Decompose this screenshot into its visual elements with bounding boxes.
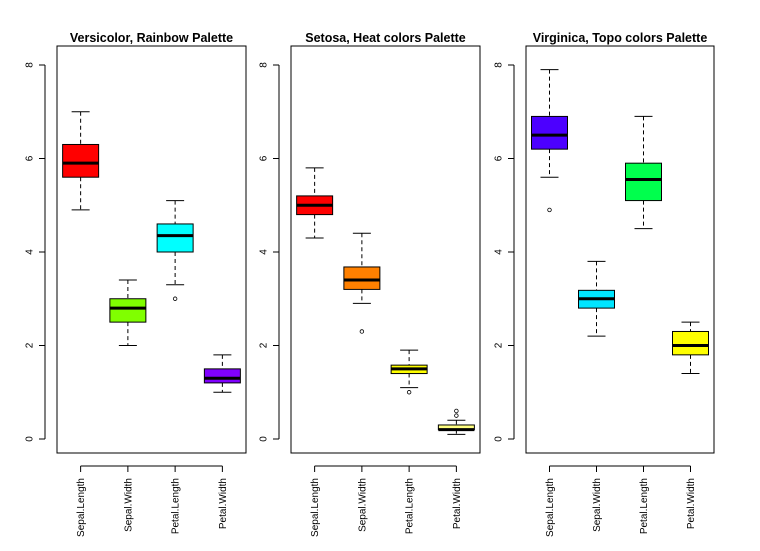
box-sepal-length [531, 69, 568, 213]
plot-frame [56, 45, 247, 454]
y-tick-label: 0 [494, 436, 505, 442]
y-tick-label: 2 [259, 342, 270, 348]
box-sepal-width [343, 232, 381, 334]
panel-versicolor: Versicolor, Rainbow Palette 0 2 4 6 8 Sepal.Le… [25, 31, 247, 537]
panel-title: Setosa, Heat colors Palette [305, 31, 466, 45]
box-petal-width [672, 321, 709, 375]
y-tick-label: 6 [494, 155, 505, 161]
box-petal-width [437, 408, 475, 435]
box-body [343, 266, 381, 290]
box-sepal-width [109, 279, 147, 346]
plot-frame [525, 45, 715, 454]
panel-virginica: Virginica, Topo colors Palette 0 2 4 6 8 Sepal… [494, 31, 715, 537]
y-tick-label: 8 [259, 62, 270, 68]
box-petal-length [625, 115, 662, 230]
box-body [156, 223, 194, 253]
box-sepal-length [296, 167, 334, 239]
y-tick-label: 8 [494, 62, 505, 68]
box-body [62, 143, 100, 178]
panel-setosa: Setosa, Heat colors Palette 0 2 4 6 8 Sepal.Le… [259, 31, 481, 537]
box-body [531, 115, 568, 150]
y-tick-label: 4 [259, 249, 270, 255]
x-category-label: Petal.Width [452, 478, 463, 529]
box-petal-length [156, 200, 194, 301]
box-petal-width [203, 354, 241, 393]
outlier-point [454, 408, 459, 414]
box-body [109, 298, 147, 323]
box-body [672, 330, 709, 356]
x-category-label: Sepal.Length [545, 478, 556, 537]
box-body [625, 162, 662, 202]
x-category-label: Sepal.Length [310, 478, 321, 537]
x-category-label: Sepal.Length [76, 478, 87, 537]
x-category-label: Petal.Width [218, 478, 229, 529]
box-petal-length [390, 349, 428, 395]
x-category-label: Petal.Length [171, 478, 182, 534]
x-category-label: Sepal.Width [592, 478, 603, 532]
x-category-label: Petal.Length [639, 478, 650, 534]
plot-frame [290, 45, 481, 454]
y-tick-label: 8 [25, 62, 36, 68]
box-sepal-length [62, 111, 100, 211]
box-body [203, 368, 241, 384]
outlier-point [406, 390, 412, 395]
panel-title: Versicolor, Rainbow Palette [70, 31, 233, 45]
y-tick-label: 4 [494, 249, 505, 255]
x-category-label: Sepal.Width [123, 478, 134, 532]
panel-title: Virginica, Topo colors Palette [533, 31, 708, 45]
y-tick-label: 6 [259, 155, 270, 161]
y-tick-label: 0 [25, 436, 36, 442]
outlier-point [359, 329, 365, 334]
y-tick-label: 2 [25, 342, 36, 348]
outlier-point [547, 207, 552, 213]
y-tick-label: 6 [25, 155, 36, 161]
outlier-point [454, 413, 459, 418]
y-tick-label: 0 [259, 436, 270, 442]
x-category-label: Sepal.Width [357, 478, 368, 532]
x-category-label: Petal.Width [686, 478, 697, 529]
box-sepal-width [578, 260, 615, 337]
outlier-point [172, 296, 178, 301]
x-category-label: Petal.Length [405, 478, 416, 534]
y-tick-label: 2 [494, 342, 505, 348]
y-tick-label: 4 [25, 249, 36, 255]
